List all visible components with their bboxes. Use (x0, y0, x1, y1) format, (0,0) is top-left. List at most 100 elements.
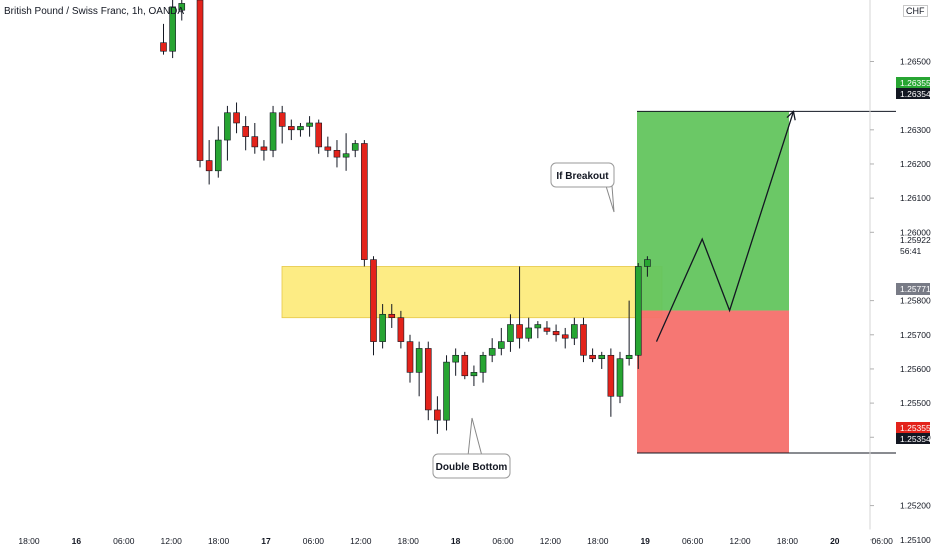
candle[interactable] (552, 331, 560, 336)
time-tick-label: 20 (830, 536, 840, 546)
candle[interactable] (288, 126, 295, 131)
candle[interactable] (488, 348, 496, 356)
candle[interactable] (278, 112, 286, 127)
candle[interactable] (616, 358, 624, 397)
stop-tag-red-text: 1.25355 (900, 423, 931, 433)
current-price-text: 1.25922 (900, 235, 931, 245)
candle[interactable] (561, 334, 569, 339)
price-tick-label: 1.26100 (900, 193, 931, 203)
stop-loss-zone[interactable] (637, 310, 789, 453)
candle[interactable] (644, 259, 651, 267)
candle[interactable] (461, 354, 469, 377)
candle[interactable] (589, 354, 596, 359)
candle[interactable] (379, 313, 386, 342)
candle[interactable] (625, 354, 633, 359)
time-tick-label: 06:00 (872, 536, 894, 546)
candle[interactable] (406, 341, 414, 373)
arrow-head-icon (786, 110, 796, 121)
candle[interactable] (361, 143, 368, 260)
double-bottom-label: Double Bottom (436, 462, 508, 473)
candle[interactable] (452, 354, 459, 363)
candle[interactable] (580, 324, 587, 356)
candle[interactable] (634, 266, 642, 356)
price-tick-label: 1.25500 (900, 398, 931, 408)
candle[interactable] (443, 361, 450, 421)
candle[interactable] (351, 143, 359, 151)
candle[interactable] (534, 324, 542, 329)
candle[interactable] (324, 146, 332, 151)
candle[interactable] (598, 354, 606, 359)
candle[interactable] (196, 0, 204, 161)
projection-path[interactable] (655, 111, 795, 342)
resistance-zone[interactable] (281, 266, 663, 319)
candle[interactable] (205, 160, 213, 172)
candle[interactable] (269, 112, 277, 151)
candle[interactable] (516, 324, 523, 339)
candle[interactable] (160, 42, 167, 52)
candle[interactable] (607, 354, 615, 397)
currency-badge[interactable]: CHF (903, 5, 928, 17)
symbol-title: British Pound / Swiss Franc, 1h, OANDA (4, 6, 185, 17)
candle[interactable] (214, 139, 222, 172)
time-tick-label: 18:00 (587, 536, 609, 546)
candle[interactable] (388, 313, 396, 319)
candle[interactable] (507, 324, 514, 342)
candle[interactable] (306, 122, 313, 127)
price-tick-label: 1.26500 (900, 56, 931, 66)
candle[interactable] (415, 348, 423, 373)
double-bottom-callout[interactable]: Double Bottom (432, 417, 511, 479)
price-tick-label: 1.26000 (900, 227, 931, 237)
candle[interactable] (397, 317, 405, 342)
candle[interactable] (424, 348, 432, 411)
candle[interactable] (525, 327, 533, 339)
candle[interactable] (233, 112, 240, 124)
candle[interactable] (434, 409, 441, 421)
countdown-text: 56:41 (900, 246, 922, 256)
candle[interactable] (224, 112, 231, 141)
target-tag-green (896, 77, 930, 88)
candle[interactable] (260, 146, 268, 151)
candle[interactable] (315, 122, 323, 148)
time-tick-label: 06:00 (492, 536, 514, 546)
time-tick-label: 06:00 (303, 536, 325, 546)
candle[interactable] (251, 136, 259, 148)
time-tick-label: 18 (451, 536, 461, 546)
stop-tag-black-text: 1.25354 (900, 434, 931, 444)
stop-tag-red (896, 422, 930, 433)
time-tick-label: 18:00 (18, 536, 40, 546)
entry-tag-text: 1.25771 (900, 284, 931, 294)
candle[interactable] (370, 259, 377, 342)
candles (160, 0, 651, 434)
candle[interactable] (543, 327, 551, 332)
candle[interactable] (333, 150, 341, 158)
time-tick-label: 12:00 (350, 536, 372, 546)
breakout-callout[interactable]: If Breakout (550, 162, 615, 213)
price-tags: 1.26355 1.26354 1.25922 56:41 1.25771 1.… (896, 77, 931, 444)
time-tick-label: 06:00 (682, 536, 704, 546)
candle[interactable] (479, 354, 487, 373)
candle[interactable] (169, 6, 176, 52)
take-profit-zone[interactable] (637, 111, 789, 311)
candle[interactable] (297, 126, 304, 131)
breakout-label: If Breakout (556, 171, 609, 182)
time-axis[interactable]: 18:00 16 06:00 12:00 18:00 17 06:00 12:00 18:00 1… (0, 529, 932, 546)
candle[interactable] (342, 153, 350, 158)
time-tick-label: 19 (640, 536, 650, 546)
time-tick-label: 12:00 (729, 536, 751, 546)
candle[interactable] (242, 126, 249, 137)
time-tick-label: 18:00 (208, 536, 230, 546)
price-tick-label: 1.26300 (900, 125, 931, 135)
candle[interactable] (498, 341, 505, 349)
price-axis[interactable]: 1.26500 1.26300 1.26200 1.26100 1.26000 1.258… (870, 56, 931, 545)
candle[interactable] (470, 372, 478, 377)
target-tag-black-text: 1.26354 (900, 89, 931, 99)
time-tick-label: 06:00 (113, 536, 135, 546)
price-tick-label: 1.25800 (900, 296, 931, 306)
price-tick-label: 1.26200 (900, 159, 931, 169)
candle[interactable] (178, 3, 186, 11)
candle[interactable] (571, 324, 578, 339)
target-tag-green-text: 1.26355 (900, 78, 931, 88)
time-tick-label: 18:00 (777, 536, 799, 546)
price-tick-label: 1.25700 (900, 330, 931, 340)
